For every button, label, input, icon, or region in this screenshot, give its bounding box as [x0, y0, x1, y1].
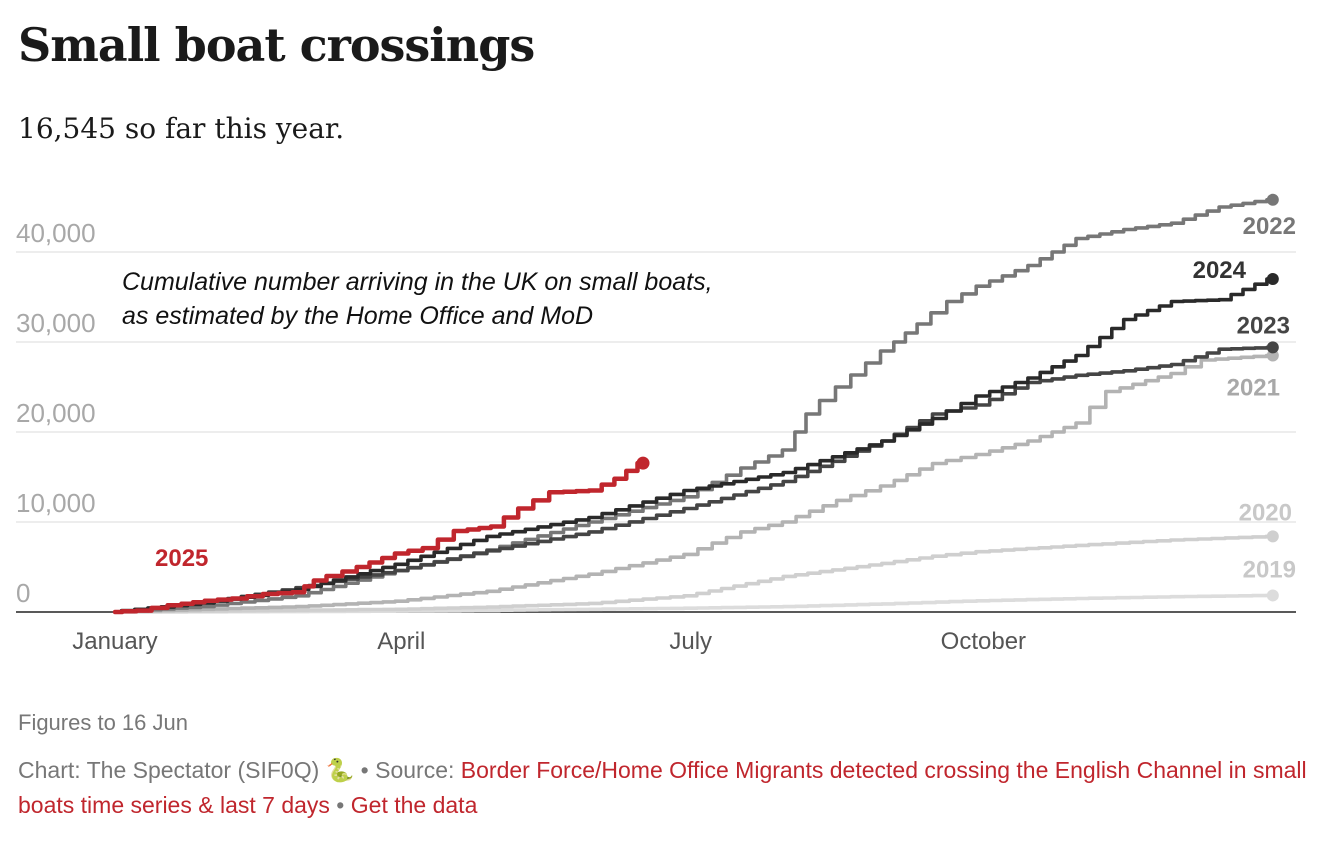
chart-subtitle: 16,545 so far this year.	[18, 112, 345, 145]
snake-icon: 🐍	[325, 757, 355, 783]
series-label-2022: 2022	[1243, 213, 1296, 240]
series-label-2020: 2020	[1239, 499, 1292, 526]
series-label-2019: 2019	[1243, 556, 1296, 583]
series-line-2022	[113, 198, 1275, 614]
source-label: • Source:	[354, 757, 461, 783]
series-line-2021	[113, 353, 1275, 614]
series-label-2024: 2024	[1193, 257, 1247, 284]
credit-separator: •	[329, 792, 351, 818]
y-tick-label: 0	[16, 578, 30, 608]
x-tick-label: April	[377, 628, 425, 655]
series-line-2020	[113, 534, 1275, 614]
series-endpoint-2025	[636, 456, 650, 470]
series-labels: 2019 2020 2021 2022 2023 2024 2025	[155, 213, 1296, 584]
series-endpoint-2023	[1266, 341, 1279, 354]
series-endpoint-2020	[1266, 530, 1279, 543]
x-tick-label: January	[72, 628, 157, 655]
series-lines	[112, 193, 1279, 615]
chart-notes: Figures to 16 Jun	[18, 710, 188, 735]
y-axis-ticks: 0 10,000 20,000 30,000 40,000	[16, 218, 96, 608]
chart-annotation: Cumulative number arriving in the UK on …	[122, 268, 713, 330]
series-endpoint-2022	[1266, 193, 1279, 206]
series-line-2025	[112, 460, 646, 615]
series-label-2023: 2023	[1237, 312, 1290, 339]
series-label-2025: 2025	[155, 545, 208, 572]
annotation-line-2: as estimated by the Home Office and MoD	[122, 302, 593, 330]
x-tick-label: October	[941, 628, 1026, 655]
source-link[interactable]: Border Force/Home Office Migrants detect…	[18, 757, 1307, 818]
y-tick-label: 30,000	[16, 308, 96, 338]
y-tick-label: 10,000	[16, 488, 96, 518]
y-tick-label: 40,000	[16, 218, 96, 248]
get-data-link[interactable]: Get the data	[350, 792, 478, 818]
line-chart: 0 10,000 20,000 30,000 40,000 January April Ju…	[16, 193, 1296, 655]
x-tick-label: July	[669, 628, 712, 655]
series-endpoint-2019	[1266, 589, 1279, 602]
series-endpoint-2024	[1266, 273, 1279, 285]
y-tick-label: 20,000	[16, 398, 96, 428]
credit-prefix: Chart: The Spectator (SIF0Q)	[18, 757, 326, 783]
series-label-2021: 2021	[1227, 375, 1280, 402]
series-line-2023	[113, 345, 1275, 614]
x-axis-ticks: January April July October	[72, 628, 1026, 655]
chart-credit: Chart: The Spectator (SIF0Q) 🐍 • Source:…	[18, 753, 1308, 823]
series-line-2024	[113, 277, 1275, 614]
annotation-line-1: Cumulative number arriving in the UK on …	[122, 268, 713, 296]
chart-title: Small boat crossings	[18, 18, 535, 72]
